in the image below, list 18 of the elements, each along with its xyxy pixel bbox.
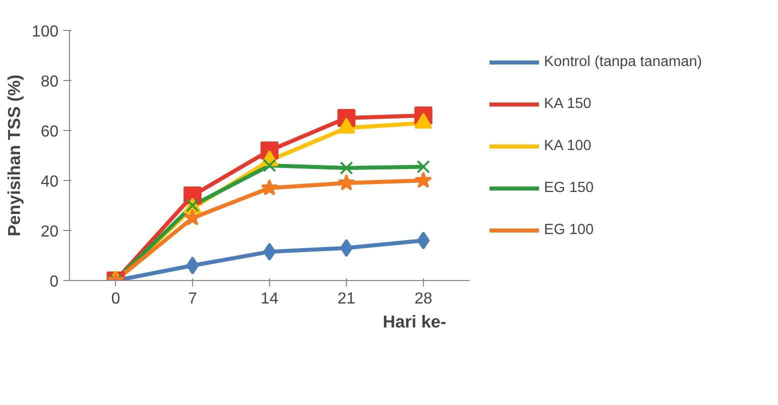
x-tick-label: 28: [414, 290, 432, 308]
legend-label: Kontrol (tanpa tanaman): [544, 54, 702, 70]
y-tick-label: 0: [50, 274, 59, 290]
y-tick-label: 100: [32, 24, 59, 40]
x-tick-label: 7: [188, 290, 198, 308]
x-axis-title: Hari ke-: [382, 312, 447, 332]
y-tick-label: 80: [40, 74, 59, 90]
legend-label: EG 150: [544, 180, 594, 196]
y-axis-title: Penyisihan TSS (%): [4, 74, 24, 236]
y-tick-label: 60: [40, 124, 59, 140]
y-tick-label: 40: [40, 174, 59, 190]
legend-label: KA 100: [544, 138, 592, 154]
x-tick-label: 14: [260, 290, 278, 308]
legend-label: EG 100: [544, 222, 594, 238]
y-tick-label: 20: [40, 224, 59, 240]
legend-label: KA 150: [544, 96, 592, 112]
x-tick-label: 21: [338, 290, 356, 308]
x-tick-label: 0: [111, 290, 120, 308]
